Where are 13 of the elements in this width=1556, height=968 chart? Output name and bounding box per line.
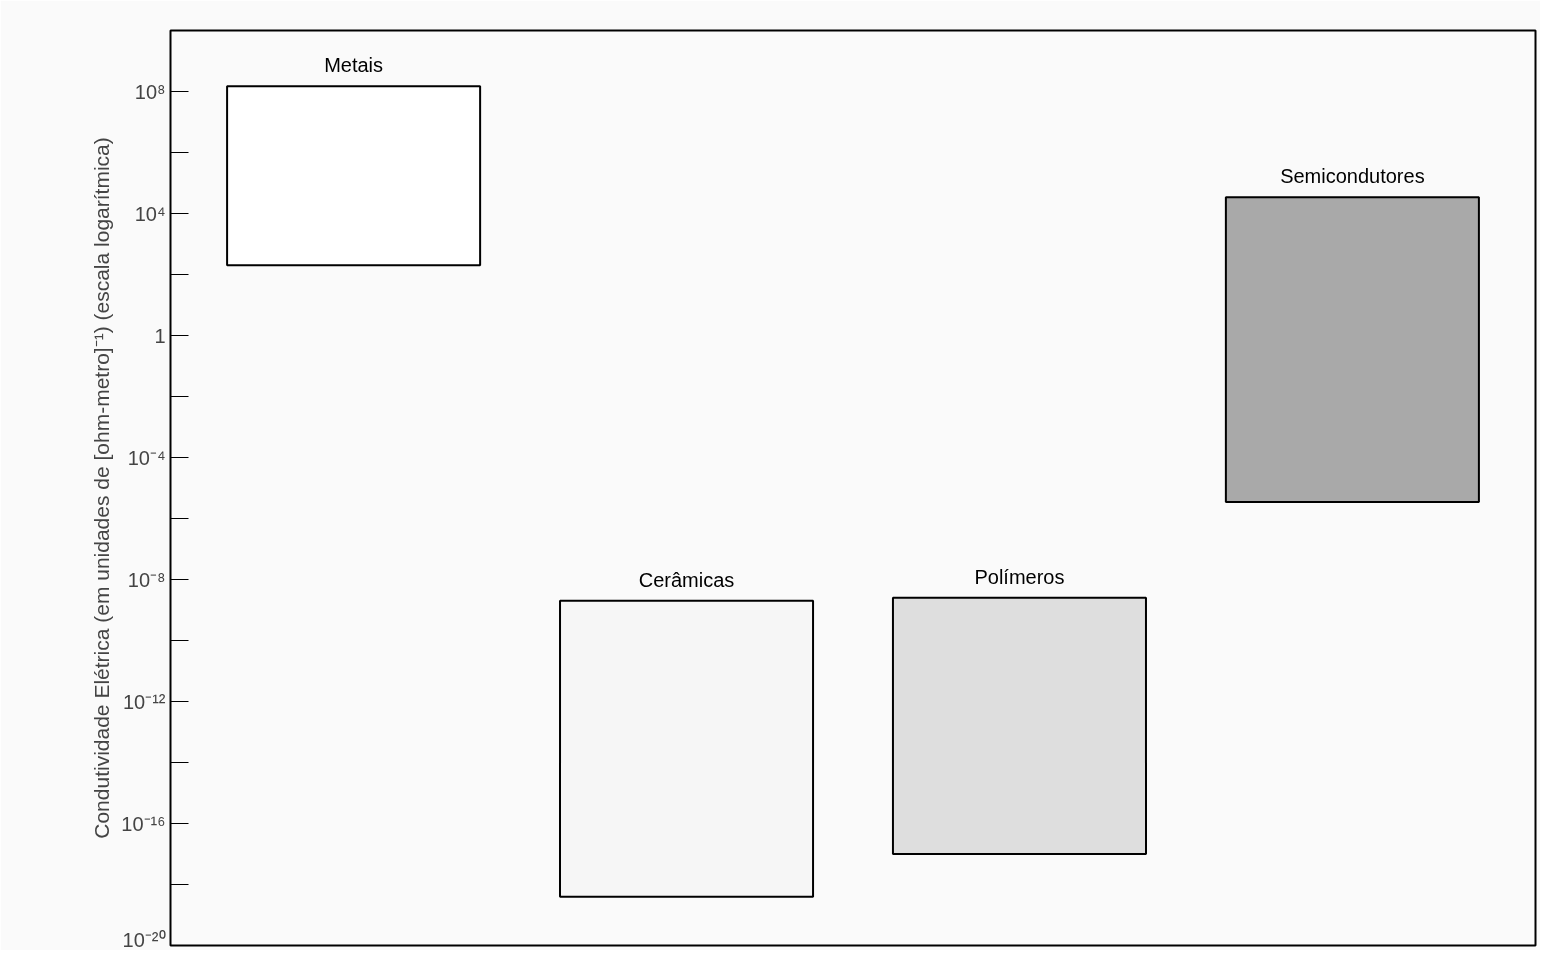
y-tick-label: 10⁸ — [134, 80, 166, 103]
x-tick-label: Polímeros — [974, 565, 1065, 588]
y-tick-label: 10⁻⁸ — [127, 568, 166, 591]
x-tick-label: Metais — [324, 54, 384, 77]
y-tick-label: 10⁻²⁰ — [122, 928, 166, 951]
y-tick-label: 10⁴ — [134, 202, 166, 225]
x-tick-label: Semicondutores — [1280, 165, 1425, 188]
y-tick-label: 10⁻⁴ — [127, 446, 166, 469]
y-tick-label: 1 — [154, 324, 166, 347]
y-tick-label: 10⁻¹⁶ — [121, 812, 166, 835]
y-axis-title: Condutividade Elétrica (em unidades de [ohm-metro]⁻¹) (escala logarítmica) — [90, 137, 114, 839]
x-tick-label: Cerâmicas — [638, 568, 735, 591]
y-tick-label: 10⁻¹² — [122, 690, 166, 713]
